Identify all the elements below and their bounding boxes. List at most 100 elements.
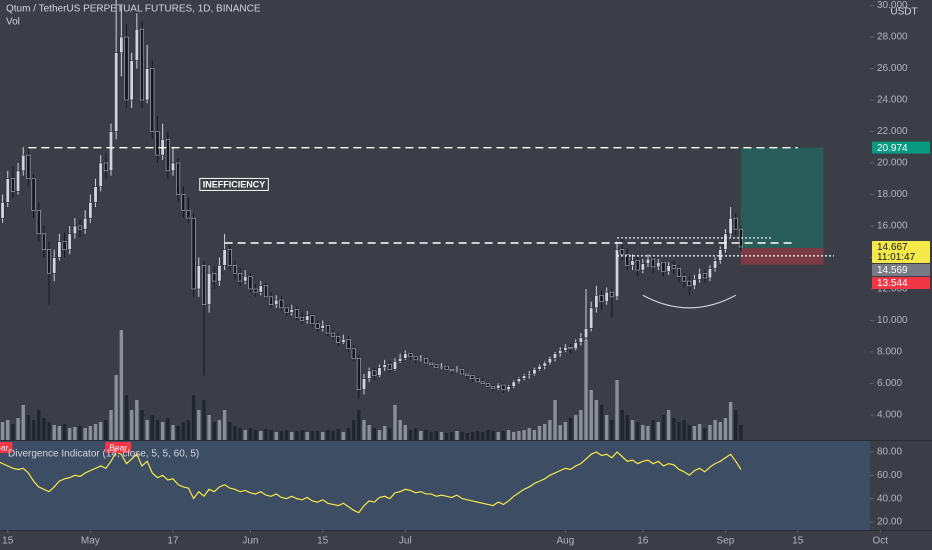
candle-body [470, 375, 475, 379]
candle-body [150, 68, 155, 132]
volume-bar [21, 405, 25, 440]
candle-body [93, 186, 98, 203]
y-tick-label: 12.000 [877, 284, 908, 295]
candle-body [222, 249, 227, 266]
candle-body [186, 209, 191, 219]
candle-body [212, 272, 217, 282]
volume-bar [274, 432, 278, 440]
volume-bar [424, 430, 428, 440]
volume-bar [584, 340, 588, 440]
candle-body [367, 370, 372, 379]
candle-body [718, 249, 723, 261]
chart-title: Qtum / TetherUS PERPETUAL FUTURES, 1D, B… [6, 4, 261, 15]
volume-bar [362, 420, 366, 440]
y-tick-label: 24.000 [877, 95, 908, 106]
x-tick-label: Oct [873, 536, 889, 547]
candle-body [351, 348, 356, 359]
volume-bar [728, 402, 733, 440]
candle-body [630, 260, 635, 266]
candle-body [279, 299, 284, 309]
y-tick-label: 18.000 [877, 189, 908, 200]
volume-bar [393, 405, 397, 440]
candle-body [176, 162, 181, 195]
volume-bar [367, 425, 371, 440]
candle-body [609, 291, 614, 298]
candle-body [196, 265, 201, 290]
volume-bar [553, 400, 557, 440]
volume-bar [228, 422, 232, 440]
volume-bar [506, 430, 511, 440]
y-tick-label: 4.000 [877, 410, 902, 421]
volume-bar [238, 428, 242, 440]
volume-bar [604, 415, 609, 440]
candle-body [227, 249, 232, 266]
volume-bar [202, 400, 206, 440]
candle-body [620, 249, 625, 255]
volume-bar [104, 420, 108, 440]
candle-body [284, 307, 289, 313]
candle-body [584, 328, 588, 339]
volume-bar [501, 431, 506, 440]
volume-bar [222, 410, 227, 440]
volume-bar [687, 425, 691, 440]
volume-bar [326, 430, 330, 440]
volume-bar [88, 426, 93, 440]
x-tick-label: 15 [317, 536, 329, 547]
candle-body [258, 285, 263, 293]
candle-body [666, 265, 671, 272]
candle-body [305, 315, 310, 321]
volume-bar [646, 426, 650, 440]
volume-bar [321, 432, 325, 440]
candle-body [382, 364, 387, 368]
volume-bar [233, 426, 237, 440]
x-tick-label: 15 [2, 536, 14, 547]
volume-bar [708, 425, 712, 440]
volume-bar [145, 420, 149, 440]
candle-body [398, 358, 403, 362]
x-tick-label: Jun [242, 536, 258, 547]
y-tick-label: 26.000 [877, 63, 908, 74]
position-target-zone [740, 147, 824, 249]
candle-body [31, 178, 36, 211]
volume-bar [98, 422, 103, 440]
candle-body [604, 291, 609, 302]
candle-body [109, 131, 113, 172]
volume-bar [160, 422, 165, 440]
volume-bar [635, 422, 640, 440]
candle-body [697, 272, 702, 280]
candle-body [625, 254, 630, 266]
volume-bar [197, 410, 201, 440]
candle-body [10, 178, 15, 192]
candle-body [491, 386, 496, 389]
volume-bar [398, 420, 402, 440]
candle-body [707, 268, 712, 279]
candle-body [248, 276, 253, 290]
volume-bar [610, 420, 614, 440]
volume-bar [181, 422, 185, 440]
volume-bar [672, 418, 676, 440]
volume-bar [651, 420, 655, 440]
volume-bar [434, 431, 438, 440]
volume-bar [677, 422, 681, 440]
candle-body [263, 285, 268, 298]
candle-body [635, 260, 640, 271]
candle-body [682, 276, 687, 282]
candle-body [310, 315, 315, 324]
volume-bar [475, 431, 480, 440]
candle-body [532, 369, 537, 375]
candle-body [501, 384, 506, 391]
annotation-text: INEFFICIENCY [203, 179, 266, 189]
price-label-box [872, 263, 930, 276]
volume-bar [599, 405, 604, 440]
candle-body [362, 378, 366, 391]
candle-body [465, 373, 470, 376]
volume-bar [512, 432, 516, 440]
candle-body [702, 272, 707, 279]
price-label-box [872, 141, 930, 154]
volume-bar [300, 430, 304, 440]
candle-body [713, 260, 718, 269]
volume-bar [284, 430, 289, 440]
volume-bar [62, 424, 67, 440]
